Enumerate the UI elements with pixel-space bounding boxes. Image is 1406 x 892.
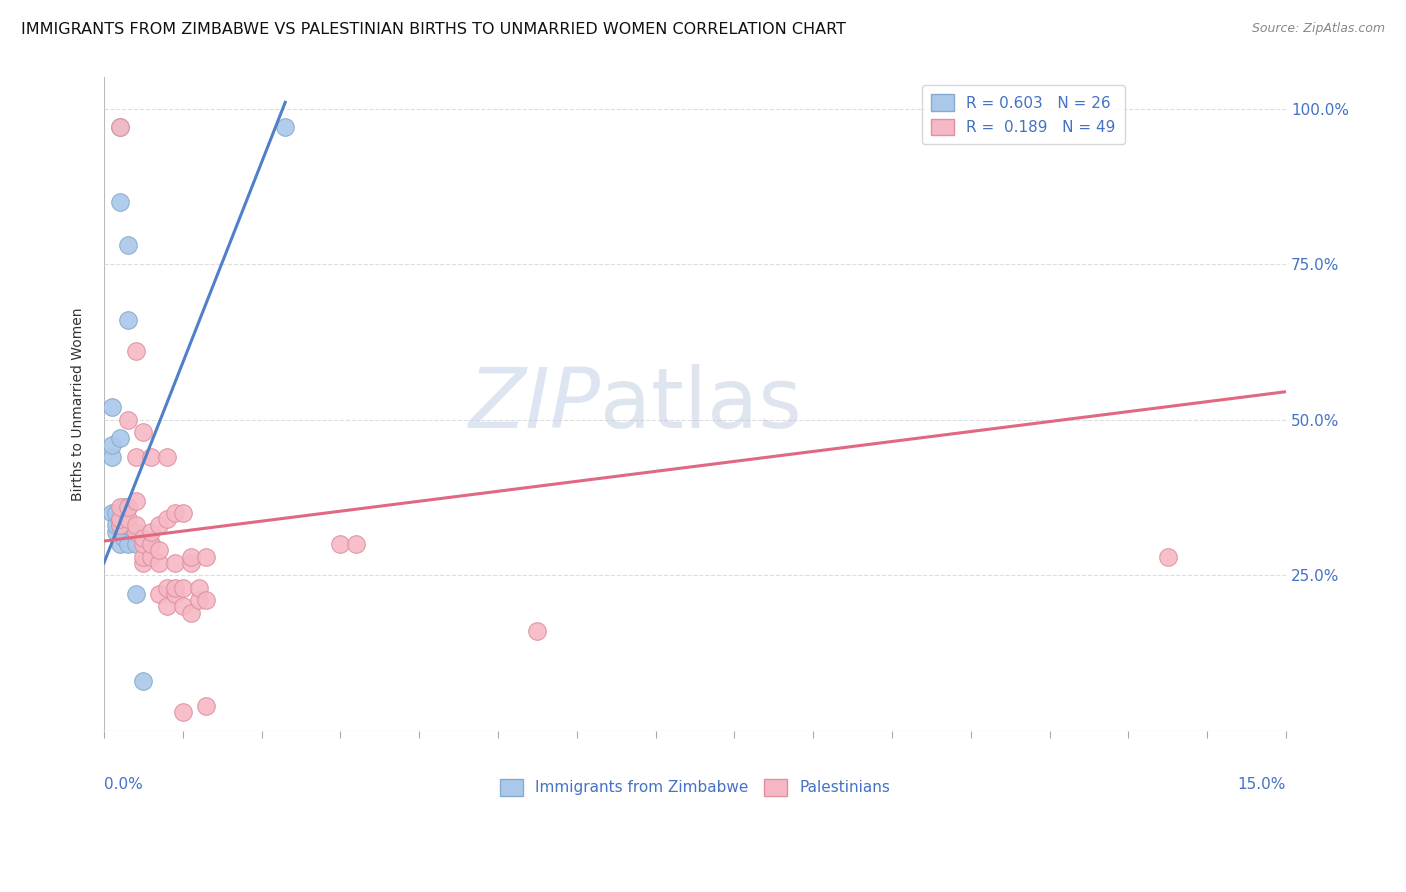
Point (141, 524, 163, 539)
Point (124, 344, 146, 359)
Point (163, 556, 186, 570)
Point (141, 537, 163, 551)
Point (108, 518, 131, 533)
Point (101, 450, 124, 464)
Legend: Immigrants from Zimbabwe, Palestinians: Immigrants from Zimbabwe, Palestinians (494, 772, 896, 802)
Point (104, 524, 127, 539)
Point (172, 581, 194, 595)
Point (117, 413, 139, 427)
Point (195, 698, 218, 713)
Point (104, 506, 127, 520)
Point (141, 549, 163, 564)
Point (124, 524, 146, 539)
Point (112, 518, 135, 533)
Point (148, 543, 170, 558)
Point (117, 238, 139, 252)
Point (117, 537, 139, 551)
Point (1157, 549, 1180, 564)
Point (329, 537, 352, 551)
Text: 0.0%: 0.0% (104, 777, 143, 791)
Text: IMMIGRANTS FROM ZIMBABWE VS PALESTINIAN BIRTHS TO UNMARRIED WOMEN CORRELATION CH: IMMIGRANTS FROM ZIMBABWE VS PALESTINIAN … (21, 22, 846, 37)
Point (132, 537, 155, 551)
Y-axis label: Births to Unmarried Women: Births to Unmarried Women (72, 308, 86, 501)
Point (112, 500, 135, 514)
Point (108, 500, 131, 514)
Point (117, 518, 139, 533)
Point (148, 587, 170, 601)
Point (124, 518, 146, 533)
Point (195, 593, 218, 607)
Point (108, 512, 131, 526)
Point (180, 606, 202, 620)
Point (124, 537, 146, 551)
Point (172, 599, 194, 614)
Point (148, 556, 170, 570)
Point (274, 120, 297, 135)
Point (117, 512, 139, 526)
Point (172, 506, 194, 520)
Point (108, 120, 131, 135)
Point (148, 518, 170, 533)
Point (101, 437, 124, 451)
Point (117, 500, 139, 514)
Point (108, 194, 131, 209)
Point (156, 450, 179, 464)
Point (132, 674, 155, 689)
Point (163, 587, 186, 601)
Point (112, 531, 135, 545)
Point (117, 500, 139, 514)
Point (108, 518, 131, 533)
Text: Source: ZipAtlas.com: Source: ZipAtlas.com (1251, 22, 1385, 36)
Point (172, 705, 194, 719)
Point (101, 506, 124, 520)
Point (132, 531, 155, 545)
Point (132, 556, 155, 570)
Point (187, 581, 209, 595)
Point (117, 313, 139, 327)
Point (156, 581, 179, 595)
Point (141, 450, 163, 464)
Point (163, 581, 186, 595)
Point (526, 624, 548, 639)
Point (156, 599, 179, 614)
Point (101, 401, 124, 415)
Point (180, 549, 202, 564)
Point (344, 537, 367, 551)
Point (180, 556, 202, 570)
Point (124, 493, 146, 508)
Point (141, 537, 163, 551)
Point (156, 512, 179, 526)
Text: atlas: atlas (600, 364, 803, 444)
Point (108, 512, 131, 526)
Point (132, 425, 155, 439)
Point (108, 431, 131, 445)
Point (195, 549, 218, 564)
Point (187, 593, 209, 607)
Point (108, 537, 131, 551)
Point (104, 518, 127, 533)
Text: 15.0%: 15.0% (1237, 777, 1286, 791)
Point (163, 506, 186, 520)
Point (124, 450, 146, 464)
Text: ZIP: ZIP (468, 364, 600, 444)
Point (132, 549, 155, 564)
Point (108, 120, 131, 135)
Point (124, 587, 146, 601)
